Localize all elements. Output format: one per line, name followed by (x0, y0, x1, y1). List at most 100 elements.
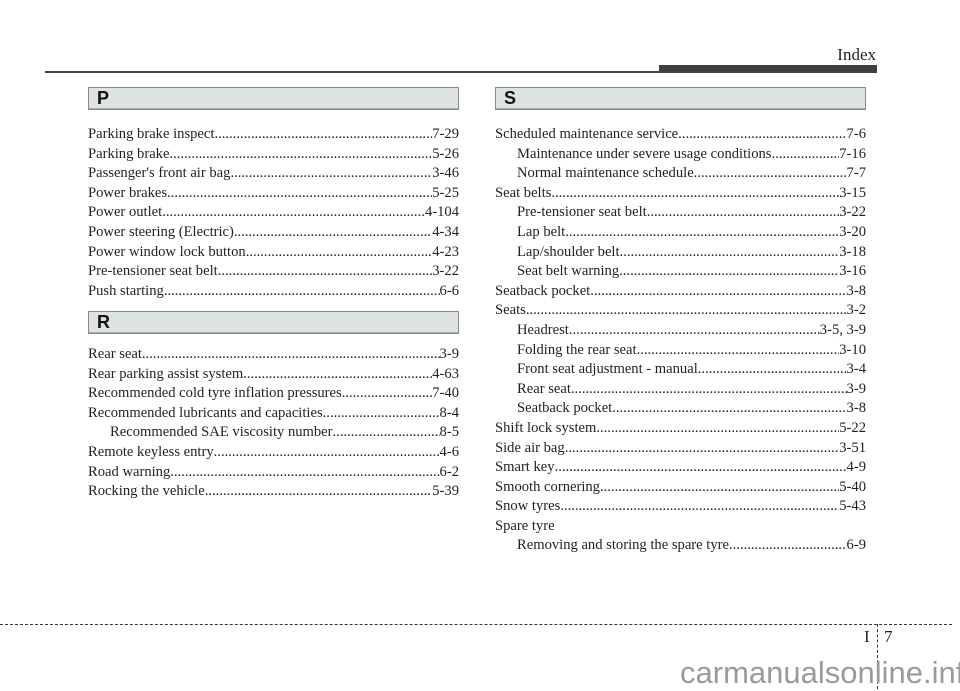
entry-page: 3-8 (846, 400, 866, 417)
index-entry: Lap/shoulder belt 3-18 (495, 243, 866, 263)
entry-page: 7-7 (846, 165, 866, 182)
entry-page: 3-9 (439, 346, 459, 362)
dot-leader (342, 384, 433, 404)
dot-leader (142, 345, 440, 365)
section-header-s: S (495, 87, 866, 110)
index-entry: Rocking the vehicle 5-39 (88, 482, 459, 502)
entry-page: 3-9 (846, 380, 866, 397)
dot-leader (333, 423, 440, 443)
entry-label: Removing and storing the spare tyre (517, 537, 729, 554)
entry-page: 5-40 (839, 478, 866, 495)
dot-leader (612, 399, 846, 419)
entry-page: 3-18 (839, 243, 866, 260)
index-entry: Scheduled maintenance service 7-6 (495, 125, 866, 145)
entry-label: Seatback pocket (517, 400, 613, 417)
index-entry: Lap belt 3-20 (495, 223, 866, 243)
entry-label: Lap belt (517, 223, 566, 240)
entry-label: Folding the rear seat (517, 341, 637, 358)
entry-page: 3-22 (432, 263, 459, 280)
index-entry: Power brakes 5-25 (88, 184, 459, 204)
entry-label: Remote keyless entry (88, 443, 214, 460)
dot-leader (620, 243, 840, 263)
entry-page: 3-16 (839, 263, 866, 280)
dot-leader (571, 380, 847, 400)
entry-page: 7-6 (846, 126, 866, 142)
entry-page: 3-5, 3-9 (819, 321, 866, 338)
entry-label: Pre-tensioner seat belt (517, 204, 647, 221)
footer-dashed-rule (0, 624, 952, 625)
index-list-p: Parking brake inspect 7-29 Parking brake 5-… (88, 125, 459, 301)
entry-page: 3-2 (846, 302, 866, 319)
index-entry: Push starting 6-6 (88, 282, 459, 302)
index-entry: Maintenance under severe usage condition… (495, 145, 866, 165)
entry-page: 5-43 (839, 498, 866, 515)
index-entry: Power window lock button 4-23 (88, 243, 459, 263)
entry-label: Recommended lubricants and capacities (88, 404, 323, 421)
index-list-s: Scheduled maintenance service 7-6Mainten… (495, 125, 866, 556)
dot-leader (560, 497, 839, 517)
index-entry: Headrest 3-5, 3-9 (495, 321, 866, 341)
entry-label: Power outlet (88, 204, 163, 221)
dot-leader (569, 321, 820, 341)
dot-leader (600, 478, 839, 498)
footer-dashed-divider (877, 624, 878, 689)
entry-page: 6-6 (439, 282, 459, 299)
index-entry: Road warning 6-2 (88, 463, 459, 483)
running-header-title: Index (837, 45, 876, 64)
index-entry: Seatback pocket 3-8 (495, 399, 866, 419)
entry-page: 5-26 (432, 145, 459, 162)
entry-label: Seat belts (495, 184, 552, 201)
index-entry: Side air bag 3-51 (495, 439, 866, 459)
header-accent-bar (659, 65, 877, 72)
entry-label: Parking brake (88, 145, 170, 162)
dot-leader (230, 164, 432, 184)
index-entry: Recommended lubricants and capacities 8-… (88, 404, 459, 424)
entry-label: Rear seat (517, 380, 571, 397)
index-entry: Rear parking assist system 4-63 (88, 365, 459, 385)
dot-leader (551, 184, 839, 204)
dot-leader (167, 184, 432, 204)
index-entry: Pre-tensioner seat belt 3-22 (88, 262, 459, 282)
section-letter: R (97, 312, 110, 332)
index-entry: Recommended cold tyre inflation pressure… (88, 384, 459, 404)
index-entry: Parking brake 5-26 (88, 145, 459, 165)
entry-label: Rear parking assist system (88, 365, 244, 382)
entry-label: Smooth cornering (495, 478, 600, 495)
entry-label: Power window lock button (88, 243, 246, 260)
entry-label: Shift lock system (495, 419, 597, 436)
entry-page: 5-22 (839, 419, 866, 436)
entry-label: Headrest (517, 321, 569, 338)
entry-label: Front seat adjustment - manual (517, 361, 698, 378)
entry-page: 3-46 (432, 165, 459, 182)
index-entry: Passenger's front air bag 3-46 (88, 164, 459, 184)
entry-label: Smart key (495, 459, 555, 476)
entry-page: 4-104 (424, 204, 459, 221)
dot-leader (698, 360, 847, 380)
entry-label: Recommended cold tyre inflation pressure… (88, 385, 342, 402)
index-entry: Front seat adjustment - manual 3-4 (495, 360, 866, 380)
index-entry: Rear seat 3-9 (495, 380, 866, 400)
index-entry: Folding the rear seat 3-10 (495, 341, 866, 361)
index-entry: Normal maintenance schedule 7-7 (495, 164, 866, 184)
entry-page: 7-40 (432, 385, 459, 402)
dot-leader (214, 443, 440, 463)
entry-page: 8-5 (439, 424, 459, 441)
watermark: carmanualsonline.info (680, 655, 960, 690)
dot-leader (772, 145, 840, 165)
index-entry: Remote keyless entry 4-6 (88, 443, 459, 463)
dot-leader (205, 482, 433, 502)
entry-page: 7-16 (839, 145, 866, 162)
entry-label: Maintenance under severe usage condition… (517, 145, 772, 162)
entry-page: 5-39 (432, 483, 459, 500)
dot-leader (678, 125, 846, 145)
index-list-r: Rear seat 3-9 Rear parking assist system 4-… (88, 345, 459, 502)
index-entry: Pre-tensioner seat belt 3-22 (495, 203, 866, 223)
entry-label: Power steering (Electric) (88, 223, 234, 240)
entry-label: Road warning (88, 463, 171, 480)
header-rule (45, 71, 877, 73)
dot-leader (565, 439, 840, 459)
entry-label: Lap/shoulder belt (517, 243, 620, 260)
entry-label: Parking brake inspect (88, 126, 215, 142)
entry-label: Rear seat (88, 346, 142, 362)
index-entry: Power outlet 4-104 (88, 203, 459, 223)
